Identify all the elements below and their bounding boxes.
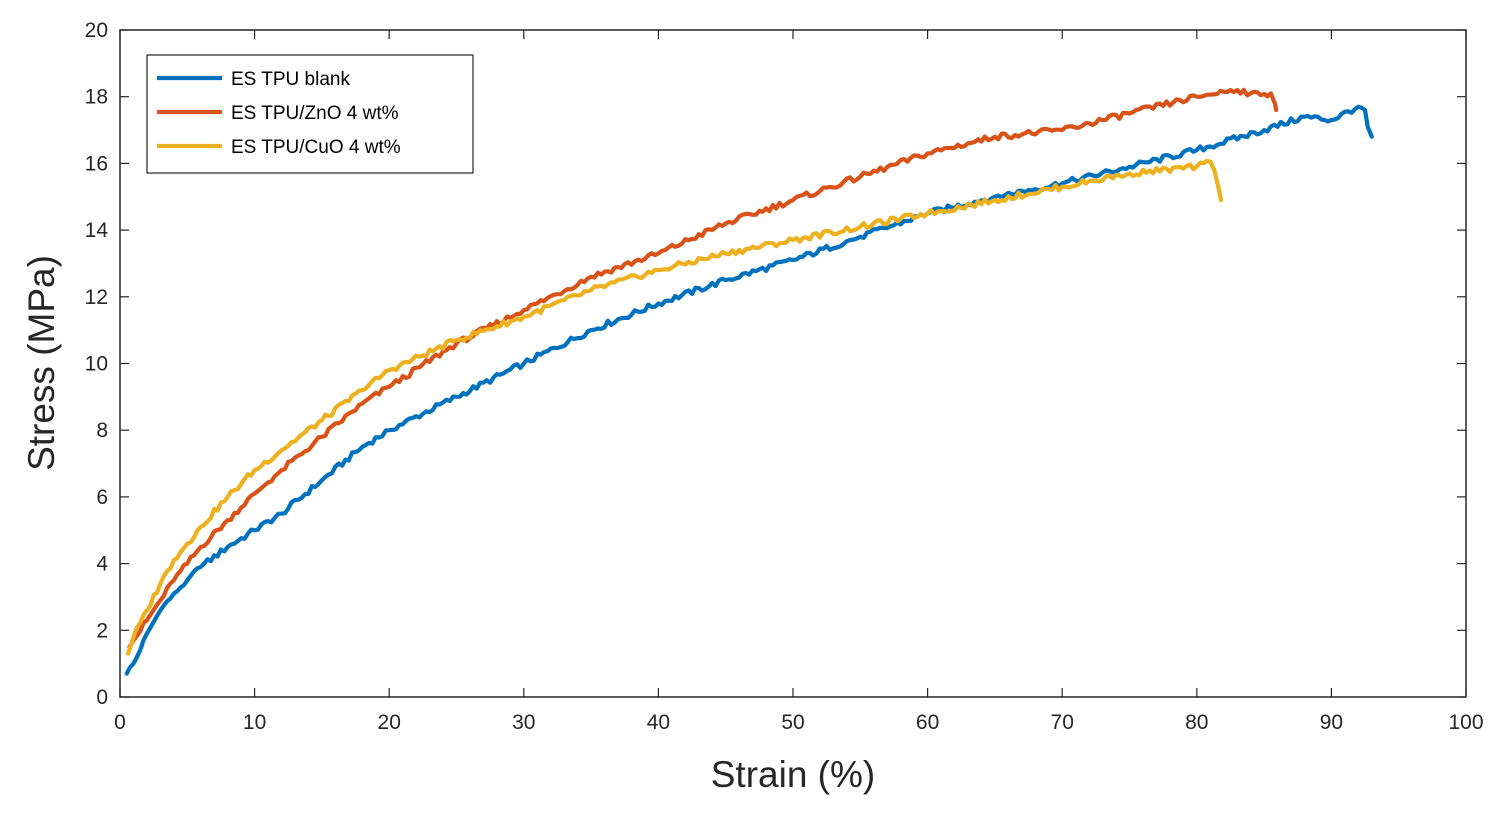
- y-tick-label: 14: [85, 219, 109, 242]
- x-tick-label: 70: [1051, 711, 1074, 734]
- y-tick-label: 2: [96, 619, 108, 642]
- legend-label-2: ES TPU/CuO 4 wt%: [231, 137, 401, 158]
- legend-label-0: ES TPU blank: [231, 69, 350, 90]
- x-tick-label: 10: [243, 711, 266, 734]
- y-tick-label: 6: [96, 486, 108, 509]
- x-tick-label: 40: [647, 711, 670, 734]
- legend-label-1: ES TPU/ZnO 4 wt%: [231, 103, 399, 124]
- y-tick-label: 18: [85, 86, 108, 109]
- series-line-0: [124, 104, 1374, 676]
- y-tick-label: 20: [85, 19, 108, 42]
- y-tick-label: 0: [96, 686, 108, 709]
- x-tick-label: 0: [114, 711, 126, 734]
- x-tick-label: 100: [1448, 711, 1483, 734]
- x-tick-label: 90: [1320, 711, 1343, 734]
- y-tick-label: 16: [85, 152, 108, 175]
- y-axis-ticks: 0 2 4 6 8 10 12 14 16 18 20: [85, 19, 1466, 709]
- y-axis-title: Stress (MPa): [21, 255, 62, 471]
- x-tick-label: 20: [378, 711, 401, 734]
- x-axis-title: Strain (%): [711, 754, 875, 795]
- series-line-1: [127, 87, 1279, 650]
- y-tick-label: 12: [85, 286, 108, 309]
- y-tick-label: 4: [96, 553, 108, 576]
- series-lines: [124, 87, 1374, 676]
- x-tick-label: 50: [781, 711, 804, 734]
- x-tick-label: 60: [916, 711, 939, 734]
- series-line-2: [126, 158, 1224, 656]
- legend: ES TPU blank ES TPU/ZnO 4 wt% ES TPU/CuO 4…: [146, 54, 474, 174]
- y-tick-label: 8: [96, 419, 108, 442]
- y-tick-label: 10: [85, 353, 108, 376]
- x-tick-label: 80: [1185, 711, 1208, 734]
- x-axis-ticks: 0 10 20 30 40 50 60 70 80 90 100: [114, 30, 1484, 734]
- x-tick-label: 30: [512, 711, 535, 734]
